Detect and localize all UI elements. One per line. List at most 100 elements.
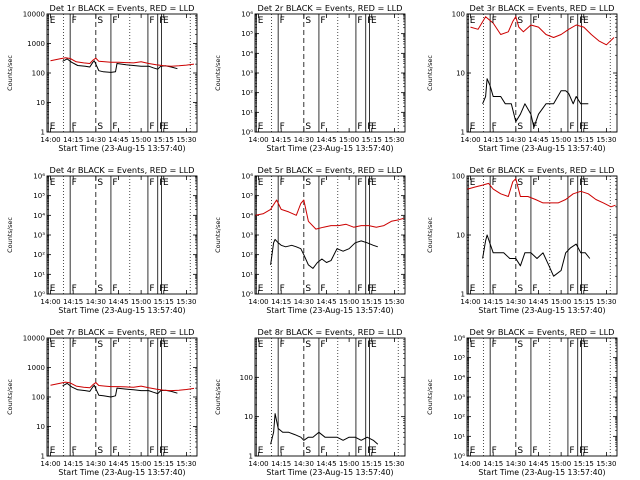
y-tick-label: 10² xyxy=(241,89,253,97)
marker-label-top: E xyxy=(258,340,264,350)
panel-title: Det 6r BLACK = Events, RED = LLD xyxy=(470,165,615,175)
series-line-lld xyxy=(255,199,404,230)
x-axis-label: Start Time (23-Aug-15 13:57:40) xyxy=(478,306,605,315)
marker-label-top: F xyxy=(149,16,154,26)
marker-label-bottom: E xyxy=(258,122,264,132)
x-tick-label: 14:15 xyxy=(63,136,83,144)
series-line-events xyxy=(62,382,178,398)
marker-label-bottom: F xyxy=(367,284,372,294)
marker-label-top: E xyxy=(470,340,476,350)
marker-label-top: S xyxy=(97,340,103,350)
marker-label-top: F xyxy=(72,178,77,188)
marker-label-bottom: F xyxy=(112,284,117,294)
marker-label-top: F xyxy=(149,178,154,188)
marker-label-bottom: F xyxy=(579,284,584,294)
x-tick-label: 15:30 xyxy=(596,136,616,144)
y-tick-label: 10⁰ xyxy=(241,291,253,299)
marker-label-bottom: E xyxy=(371,446,377,456)
marker-label-top: E xyxy=(50,178,56,188)
marker-label-bottom: F xyxy=(159,284,164,294)
marker-label-top: S xyxy=(305,16,311,26)
x-tick-label: 15:00 xyxy=(339,460,359,468)
series-line-events xyxy=(270,413,379,445)
y-tick-label: 10⁴ xyxy=(33,212,45,220)
marker-label-bottom: S xyxy=(97,446,103,456)
y-tick-label: 10⁴ xyxy=(453,374,465,382)
marker-label-top: E xyxy=(583,178,589,188)
y-axis-label: Counts/sec xyxy=(426,379,434,415)
series-line-events xyxy=(482,234,591,277)
marker-label-bottom: F xyxy=(579,446,584,456)
y-axis-label: Counts/sec xyxy=(214,217,222,253)
x-tick-label: 14:45 xyxy=(108,136,128,144)
x-tick-label: 14:45 xyxy=(528,460,548,468)
marker-label-bottom: S xyxy=(97,284,103,294)
marker-label-bottom: F xyxy=(112,446,117,456)
marker-label-bottom: F xyxy=(492,446,497,456)
marker-label-top: F xyxy=(112,16,117,26)
x-tick-label: 14:15 xyxy=(63,460,83,468)
y-tick-label: 10² xyxy=(33,251,45,259)
marker-label-top: F xyxy=(280,16,285,26)
marker-label-bottom: S xyxy=(305,122,311,132)
y-tick-label: 10¹ xyxy=(33,271,45,279)
marker-label-top: F xyxy=(579,340,584,350)
panel-4: Det 4r BLACK = Events, RED = LLD Counts/s… xyxy=(6,165,198,315)
marker-label-bottom: E xyxy=(583,122,589,132)
marker-label-bottom: F xyxy=(159,446,164,456)
marker-label-top: F xyxy=(492,178,497,188)
y-tick-label: 10³ xyxy=(453,394,465,402)
panel-title: Det 2r BLACK = Events, RED = LLD xyxy=(258,3,403,13)
marker-label-bottom: F xyxy=(532,446,537,456)
x-tick-label: 14:15 xyxy=(271,460,291,468)
y-tick-label: 10⁶ xyxy=(241,173,253,181)
panel-1: Det 1r BLACK = Events, RED = LLD Counts/s… xyxy=(6,3,198,153)
x-tick-label: 14:45 xyxy=(108,298,128,306)
series-line-lld xyxy=(50,381,195,392)
series-line-lld xyxy=(467,178,616,208)
y-tick-label: 100 xyxy=(32,70,45,78)
y-tick-label: 100 xyxy=(32,394,45,402)
marker-label-bottom: F xyxy=(149,284,154,294)
marker-label-bottom: F xyxy=(357,122,362,132)
marker-label-bottom: F xyxy=(280,122,285,132)
y-axis-label: Counts/sec xyxy=(426,217,434,253)
marker-label-top: F xyxy=(492,340,497,350)
marker-label-bottom: E xyxy=(258,284,264,294)
x-tick-label: 14:30 xyxy=(86,136,106,144)
y-tick-label: 10 xyxy=(36,423,45,431)
marker-label-bottom: F xyxy=(280,446,285,456)
x-tick-label: 14:45 xyxy=(108,460,128,468)
marker-label-bottom: E xyxy=(583,446,589,456)
x-tick-label: 14:30 xyxy=(294,460,314,468)
marker-label-bottom: F xyxy=(357,446,362,456)
series-line-events xyxy=(62,58,178,73)
marker-label-bottom: S xyxy=(305,446,311,456)
x-tick-label: 15:30 xyxy=(176,460,196,468)
x-tick-label: 15:00 xyxy=(131,136,151,144)
panel-title: Det 7r BLACK = Events, RED = LLD xyxy=(50,327,195,337)
x-tick-label: 14:30 xyxy=(86,298,106,306)
x-tick-label: 15:00 xyxy=(131,460,151,468)
marker-label-top: F xyxy=(280,340,285,350)
panel-title: Det 3r BLACK = Events, RED = LLD xyxy=(470,3,615,13)
x-tick-label: 15:00 xyxy=(551,298,571,306)
marker-label-top: F xyxy=(149,340,154,350)
marker-label-bottom: F xyxy=(112,122,117,132)
x-axis-label: Start Time (23-Aug-15 13:57:40) xyxy=(58,306,185,315)
y-tick-label: 10 xyxy=(36,99,45,107)
marker-label-top: S xyxy=(305,178,311,188)
x-tick-label: 14:00 xyxy=(248,298,268,306)
y-tick-label: 10⁶ xyxy=(453,335,465,343)
marker-label-bottom: E xyxy=(470,284,476,294)
marker-label-top: E xyxy=(470,16,476,26)
panel-8: Det 8r BLACK = Events, RED = LLD Counts/s… xyxy=(214,327,406,477)
plot-frame xyxy=(466,337,618,457)
marker-label-top: F xyxy=(532,340,537,350)
plot-frame xyxy=(254,337,406,457)
y-tick-label: 1 xyxy=(461,291,465,299)
y-tick-label: 10000 xyxy=(23,11,45,19)
marker-label-top: E xyxy=(583,340,589,350)
marker-label-top: F xyxy=(492,16,497,26)
